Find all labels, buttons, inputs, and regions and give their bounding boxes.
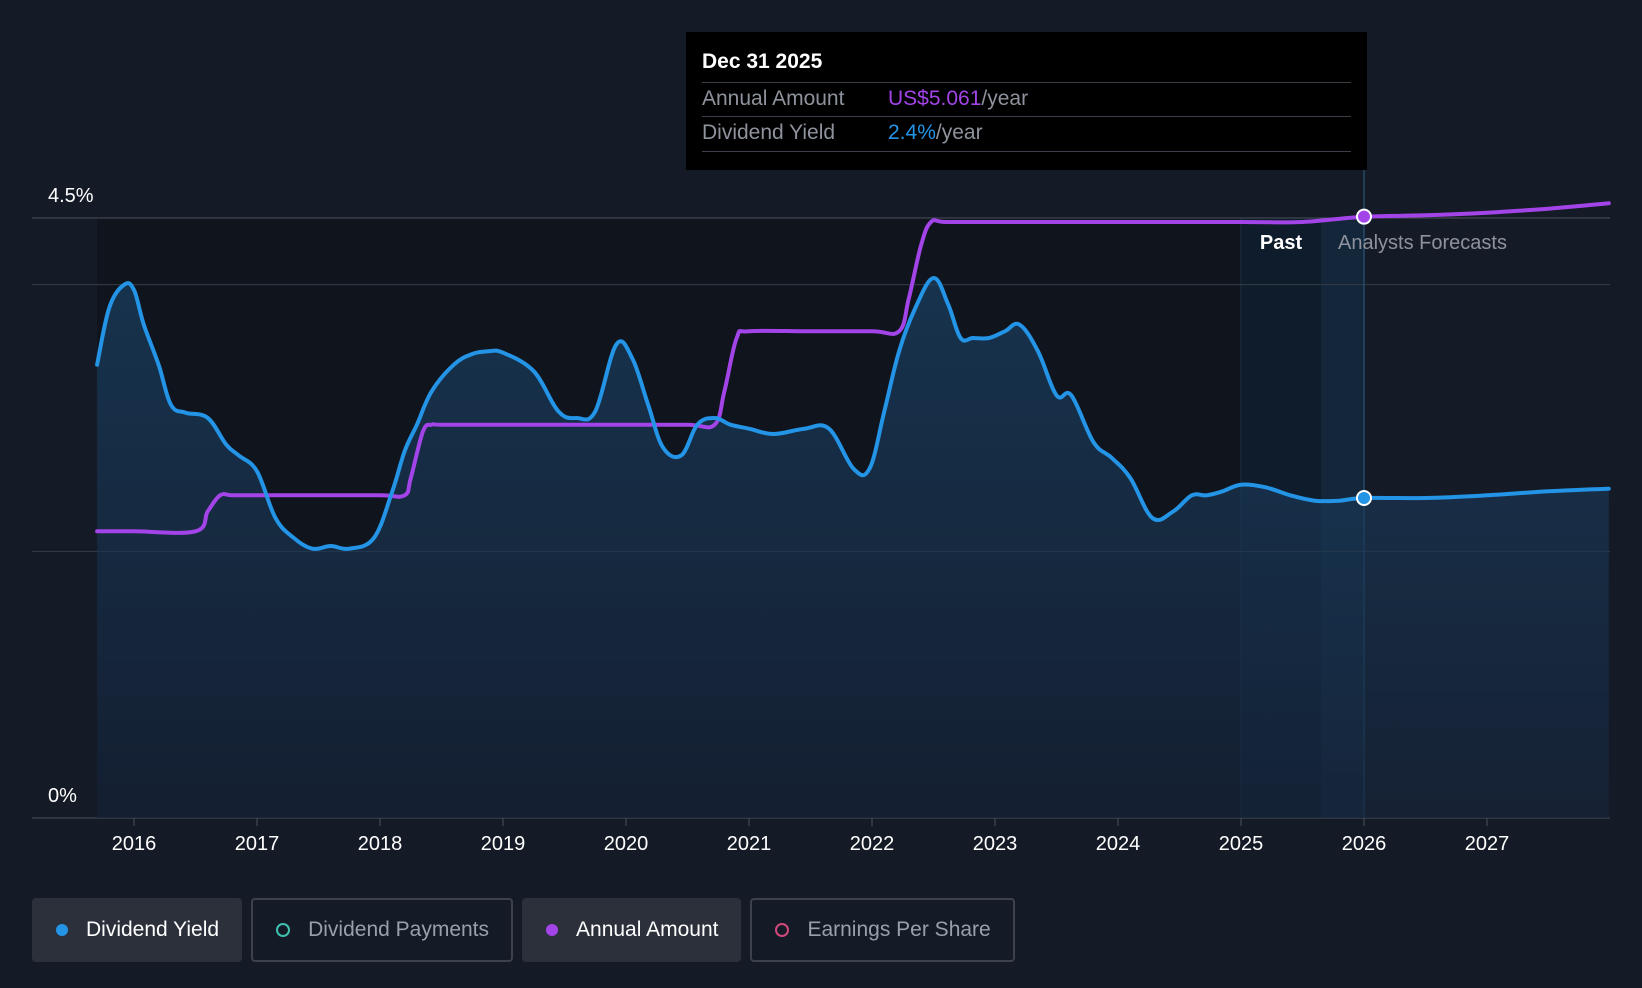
legend: Dividend Yield Dividend Payments Annual … <box>32 898 1015 962</box>
legend-label: Dividend Yield <box>86 918 220 941</box>
annual-amount-dot-icon <box>546 924 559 936</box>
y-tick-label: 0% <box>48 785 77 807</box>
x-tick-label: 2022 <box>850 833 895 855</box>
x-tick-label: 2020 <box>604 833 649 855</box>
legend-annual-amount-button[interactable]: Annual Amount <box>522 898 742 962</box>
x-tick-label: 2016 <box>112 833 157 855</box>
past-label: Past <box>1260 232 1303 254</box>
tooltip-unit: /year <box>981 87 1029 110</box>
annual-amount-line <box>95 201 1611 535</box>
tooltip-value: 2.4%/year <box>888 121 983 145</box>
legend-label: Annual Amount <box>576 918 719 941</box>
dividend-yield-dot-icon <box>56 924 68 936</box>
dividend-yield-line <box>95 276 1611 551</box>
x-tick-label: 2024 <box>1096 833 1141 855</box>
annual-amount-marker <box>1356 208 1372 225</box>
x-tick-label: 2021 <box>727 833 772 855</box>
earnings-per-share-ring-icon <box>775 923 790 937</box>
legend-earnings-per-share-button[interactable]: Earnings Per Share <box>750 898 1015 962</box>
dividend-payments-ring-icon <box>276 923 291 937</box>
tooltip-value: US$5.061/year <box>888 87 1028 111</box>
x-tick-label: 2023 <box>973 833 1018 855</box>
tooltip-date: Dec 31 2025 <box>702 50 823 73</box>
tooltip-label: Dividend Yield <box>702 121 836 144</box>
tooltip-label: Annual Amount <box>702 87 845 110</box>
x-axis: 2016 2017 2018 2019 2020 2021 2022 2023 2024 2025… <box>112 818 1510 855</box>
dividend-yield-area-fill <box>97 277 1609 819</box>
dividend-yield-value: 2.4% <box>888 121 936 144</box>
x-tick-label: 2018 <box>358 833 403 855</box>
y-tick-label: 4.5% <box>48 185 94 207</box>
highlight-markers <box>1356 208 1372 506</box>
forecast-label: Analysts Forecasts <box>1338 232 1507 254</box>
legend-dividend-payments-button[interactable]: Dividend Payments <box>251 898 514 962</box>
tooltip-unit: /year <box>935 121 983 144</box>
series-lines <box>95 201 1611 551</box>
tooltip-row-dividend-yield: Dividend Yield 2.4%/year <box>702 116 1351 152</box>
legend-dividend-yield-button[interactable]: Dividend Yield <box>32 898 243 962</box>
annual-amount-value: US$5.061 <box>888 87 982 110</box>
x-tick-label: 2019 <box>481 833 526 855</box>
tooltip-row-annual-amount: Annual Amount US$5.061/year <box>702 82 1351 117</box>
legend-label: Dividend Payments <box>308 918 490 941</box>
x-tick-label: 2017 <box>235 833 280 855</box>
x-tick-label: 2025 <box>1219 833 1264 855</box>
tooltip: Dec 31 2025 Annual Amount US$5.061/year … <box>686 32 1367 170</box>
x-tick-label: 2026 <box>1342 833 1387 855</box>
x-tick-label: 2027 <box>1465 833 1510 855</box>
dividend-yield-marker <box>1356 490 1372 506</box>
y-axis: 4.5% 0% <box>48 185 94 807</box>
yield-area <box>97 277 1609 819</box>
legend-label: Earnings Per Share <box>807 918 991 941</box>
